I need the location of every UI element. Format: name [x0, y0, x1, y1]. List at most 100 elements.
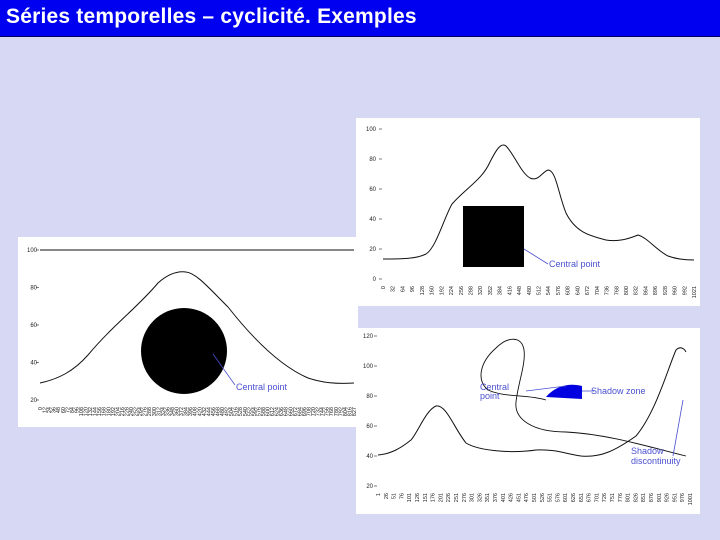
bottom-annotation-leader-3 — [672, 399, 684, 457]
bottom-x-tick-label: 476 — [524, 493, 530, 502]
top-y-tick-label: 100 — [366, 127, 377, 133]
chart-bottom: 120 100 80 60 40 20 1 26 51 76 101 126 151 176 201 226 2… — [356, 328, 700, 514]
left-x-tick-label: 672 — [293, 407, 299, 416]
bottom-x-tick-label: 326 — [477, 493, 483, 502]
bottom-y-tick-label: 120 — [363, 334, 374, 340]
top-x-tick-label: 0 — [381, 286, 387, 289]
left-x-tick-label: 636 — [279, 407, 285, 416]
left-x-tick-label: 132 — [88, 407, 94, 416]
left-x-tick-label: 792 — [338, 407, 344, 416]
left-x-tick-label: 216 — [120, 407, 126, 416]
top-x-tick-label: 96 — [410, 286, 416, 292]
left-x-tick-label: 480 — [220, 407, 226, 416]
bottom-x-tick-label: 601 — [563, 493, 569, 502]
bottom-x-tick-label: 251 — [454, 493, 460, 502]
top-y-tick-label: 60 — [369, 187, 376, 193]
left-x-tick-label: 24 — [47, 407, 53, 413]
top-y-tick-label: 80 — [369, 157, 376, 163]
bottom-annotation-central-point-word: point — [480, 391, 500, 401]
bottom-y-tick-label: 60 — [366, 424, 373, 430]
left-x-tick-label: 624 — [275, 407, 281, 416]
left-annotation-leader — [212, 353, 236, 386]
top-series-line — [382, 144, 695, 261]
left-x-tick-label: 468 — [215, 407, 221, 416]
top-x-tick-label: 704 — [595, 286, 601, 295]
bottom-x-tick-label: 51 — [392, 493, 398, 499]
left-x-tick-label: 552 — [247, 407, 253, 416]
left-x-tick-label: 708 — [306, 407, 312, 416]
top-x-tick-label: 768 — [614, 286, 620, 295]
left-x-tick-label: 348 — [170, 407, 176, 416]
top-x-tick-label: 224 — [449, 286, 455, 295]
left-x-tick-label: 827 — [352, 407, 358, 416]
bottom-x-tick-label: 351 — [485, 493, 491, 502]
top-x-tick-label: 288 — [468, 286, 474, 295]
left-x-tick-label: 540 — [243, 407, 249, 416]
left-y-tick-label: 40 — [30, 361, 37, 367]
bottom-x-tick-label: 1 — [376, 493, 382, 496]
top-y-tick-label: 0 — [373, 277, 377, 283]
top-x-tick-label: 480 — [527, 286, 533, 295]
top-x-tick-label: 160 — [430, 286, 436, 295]
bottom-x-tick-label: 526 — [540, 493, 546, 502]
bottom-x-tick-label: 776 — [618, 493, 624, 502]
left-x-tick-label: 204 — [115, 407, 121, 416]
top-x-tick-label: 800 — [624, 286, 630, 295]
top-y-tick-label: 40 — [369, 217, 376, 223]
left-x-tick-label: 600 — [266, 407, 272, 416]
left-x-tick-label: 96 — [74, 407, 80, 413]
left-x-tick-label: 780 — [334, 407, 340, 416]
top-x-tick-label: 672 — [585, 286, 591, 295]
top-x-tick-label: 864 — [643, 286, 649, 295]
left-x-tick-label: 108 — [79, 407, 85, 416]
top-x-tick-label: 192 — [439, 286, 445, 295]
left-y-tick-label: 80 — [30, 286, 37, 292]
bottom-x-tick-label: 851 — [641, 493, 647, 502]
left-x-tick-label: 444 — [206, 407, 212, 416]
left-x-tick-label: 156 — [97, 407, 103, 416]
bottom-x-tick-label: 801 — [626, 493, 632, 502]
left-x-tick-label: 684 — [297, 407, 303, 416]
left-x-tick-label: 312 — [156, 407, 162, 416]
bottom-shadow-zone-marker — [546, 384, 582, 399]
left-x-tick-label: 432 — [202, 407, 208, 416]
bottom-annotation-central-point-word: Central — [480, 382, 509, 392]
top-x-tick-label: 64 — [400, 286, 406, 292]
left-y-tick-label: 60 — [30, 323, 37, 329]
left-x-tick-label: 240 — [129, 407, 135, 416]
left-x-tick-label: 360 — [175, 407, 181, 416]
left-x-tick-label: 12 — [43, 407, 49, 413]
bottom-annotation-central-point: Central point — [480, 382, 509, 401]
bottom-y-tick-label: 40 — [366, 454, 373, 460]
left-x-tick-label: 504 — [229, 407, 235, 416]
left-x-tick-label: 252 — [134, 407, 140, 416]
top-x-tick-label: 384 — [498, 286, 504, 295]
left-x-tick-label: 420 — [197, 407, 203, 416]
bottom-x-tick-label: 176 — [431, 493, 437, 502]
bottom-y-tick-label: 100 — [363, 364, 374, 370]
bottom-x-tick-label: 151 — [423, 493, 429, 502]
bottom-x-tick-label: 301 — [470, 493, 476, 502]
left-x-tick-label: 72 — [65, 407, 71, 413]
bottom-series-line — [377, 347, 687, 457]
left-x-tick-label: 588 — [261, 407, 267, 416]
bottom-x-tick-label: 951 — [672, 493, 678, 502]
left-x-tick-label: 192 — [111, 407, 117, 416]
left-x-tick-label: 408 — [193, 407, 199, 416]
left-x-tick-label: 168 — [102, 407, 108, 416]
bottom-x-tick-label: 626 — [571, 493, 577, 502]
left-series-line — [39, 271, 355, 384]
left-x-tick-label: 36 — [52, 407, 58, 413]
left-x-tick-label: 48 — [56, 407, 62, 413]
left-x-tick-label: 768 — [329, 407, 335, 416]
bottom-x-tick-label: 26 — [384, 493, 390, 499]
left-x-tick-label: 324 — [161, 407, 167, 416]
left-x-tick-label: 492 — [225, 407, 231, 416]
bottom-x-tick-label: 376 — [493, 493, 499, 502]
left-x-tick-label: 456 — [211, 407, 217, 416]
left-central-point-marker — [141, 308, 227, 394]
left-x-tick-label: 228 — [124, 407, 130, 416]
left-x-tick-label: 660 — [288, 407, 294, 416]
top-x-tick-label: 1021 — [692, 286, 698, 298]
chart-top-svg: 100 80 60 40 20 0 0 32 64 96 128 160 192 224 256 288 320… — [366, 127, 698, 298]
